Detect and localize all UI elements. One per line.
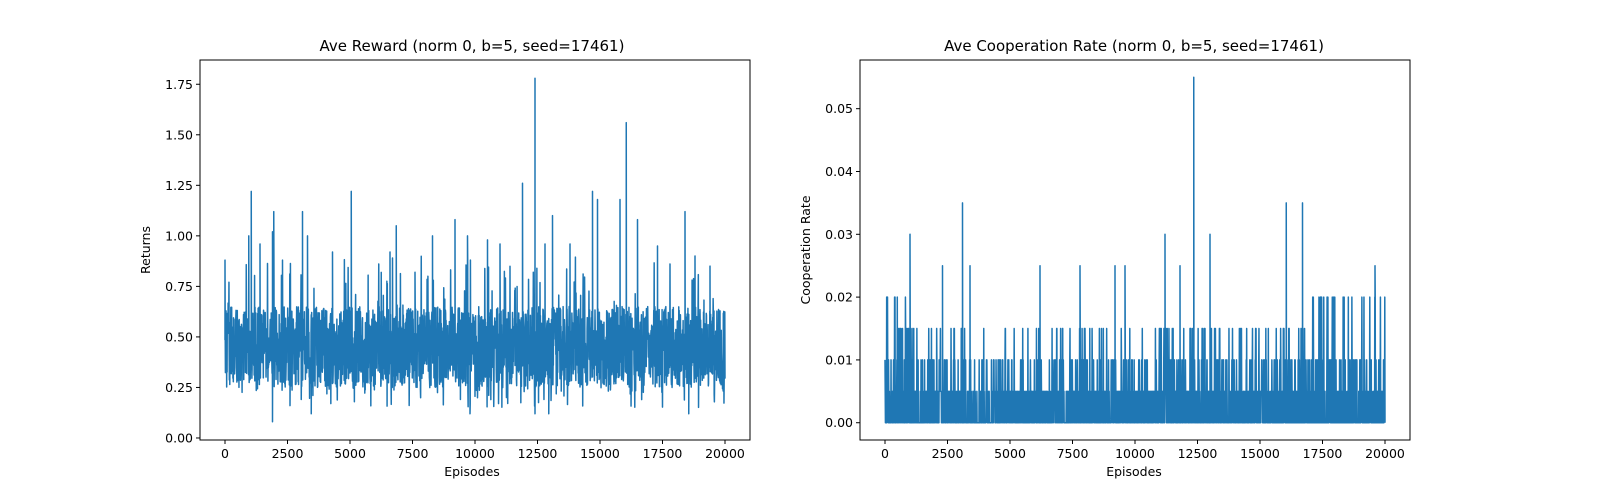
cooperation-series-line [884,76,1386,424]
cooperation-x-axis-label: Episodes [1106,464,1162,479]
reward-x-tick-label: 0 [221,446,229,461]
reward-y-axis-label: Returns [138,226,153,274]
reward-x-tick-label: 20000 [705,446,745,461]
cooperation-y-ticks: 0.00 0.01 0.02 0.03 0.04 0.05 [825,101,860,430]
reward-x-tick-label: 12500 [518,446,558,461]
cooperation-y-axis-label: Cooperation Rate [798,195,813,304]
cooperation-y-tick-label: 0.04 [825,164,853,179]
cooperation-x-ticks: 0 2500 5000 7500 10000 12500 15000 17500 20000 [881,440,1405,461]
reward-y-tick-label: 1.75 [165,77,193,92]
cooperation-x-tick-label: 15000 [1240,446,1280,461]
reward-x-tick-label: 15000 [580,446,620,461]
cooperation-x-tick-label: 0 [881,446,889,461]
reward-x-tick-label: 7500 [397,446,429,461]
cooperation-x-tick-label: 2500 [932,446,964,461]
reward-series-path [224,77,726,423]
reward-x-axis-label: Episodes [444,464,500,479]
reward-y-tick-label: 1.50 [165,127,193,142]
reward-chart: Ave Reward (norm 0, b=5, seed=17461) 0 25… [138,37,751,479]
reward-series-line [224,77,726,423]
cooperation-y-tick-label: 0.05 [825,101,853,116]
cooperation-x-tick-label: 7500 [1057,446,1089,461]
reward-y-tick-label: 0.25 [165,380,193,395]
cooperation-chart: Ave Cooperation Rate (norm 0, b=5, seed=… [798,37,1411,479]
cooperation-x-tick-label: 12500 [1178,446,1218,461]
cooperation-x-tick-label: 17500 [1303,446,1343,461]
reward-chart-title: Ave Reward (norm 0, b=5, seed=17461) [320,37,625,55]
reward-x-tick-label: 2500 [272,446,304,461]
cooperation-y-tick-label: 0.03 [825,227,853,242]
reward-y-tick-label: 0.50 [165,329,193,344]
reward-x-tick-label: 5000 [334,446,366,461]
cooperation-x-tick-label: 5000 [994,446,1026,461]
reward-y-ticks: 0.00 0.25 0.50 0.75 1.00 1.25 1.50 1.75 [165,77,200,445]
reward-y-tick-label: 0.75 [165,279,193,294]
cooperation-x-tick-label: 20000 [1365,446,1405,461]
cooperation-series-path [884,76,1386,424]
reward-y-tick-label: 1.00 [165,228,193,243]
cooperation-y-tick-label: 0.01 [825,352,853,367]
reward-x-ticks: 0 2500 5000 7500 10000 12500 15000 17500 20000 [221,440,745,461]
reward-y-tick-label: 1.25 [165,178,193,193]
cooperation-y-tick-label: 0.02 [825,290,853,305]
cooperation-x-tick-label: 10000 [1115,446,1155,461]
reward-y-tick-label: 0.00 [165,430,193,445]
cooperation-y-tick-label: 0.00 [825,415,853,430]
reward-x-tick-label: 10000 [455,446,495,461]
reward-x-tick-label: 17500 [643,446,683,461]
cooperation-chart-title: Ave Cooperation Rate (norm 0, b=5, seed=… [944,37,1324,55]
